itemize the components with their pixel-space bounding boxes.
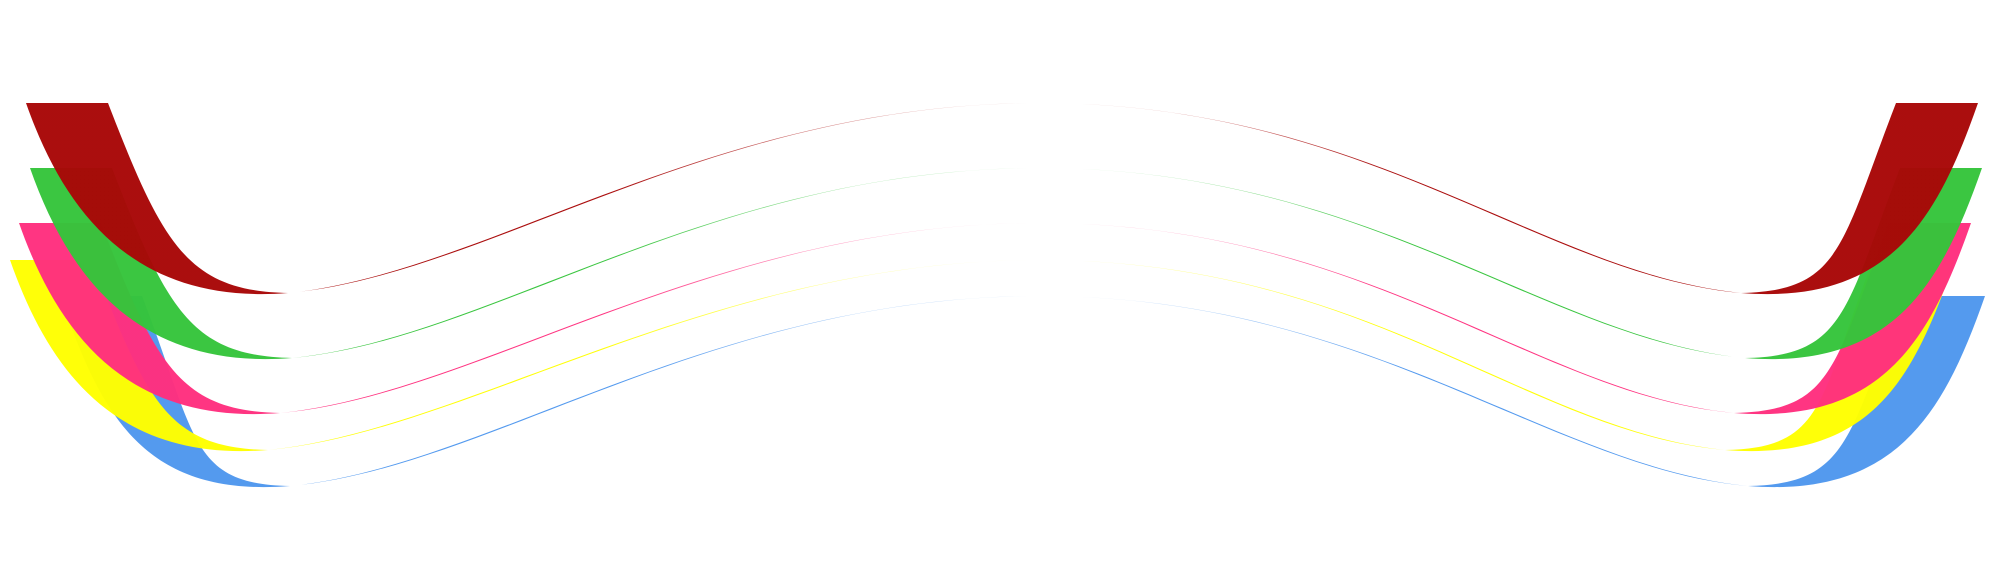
wave-band-pink bbox=[19, 223, 1971, 415]
wave-band-yellow bbox=[10, 260, 1955, 452]
wave-band-red bbox=[26, 103, 1978, 295]
wave-bands-group bbox=[10, 103, 1985, 488]
wave-band-green bbox=[30, 168, 1982, 360]
wave-band-blue bbox=[60, 296, 1985, 488]
